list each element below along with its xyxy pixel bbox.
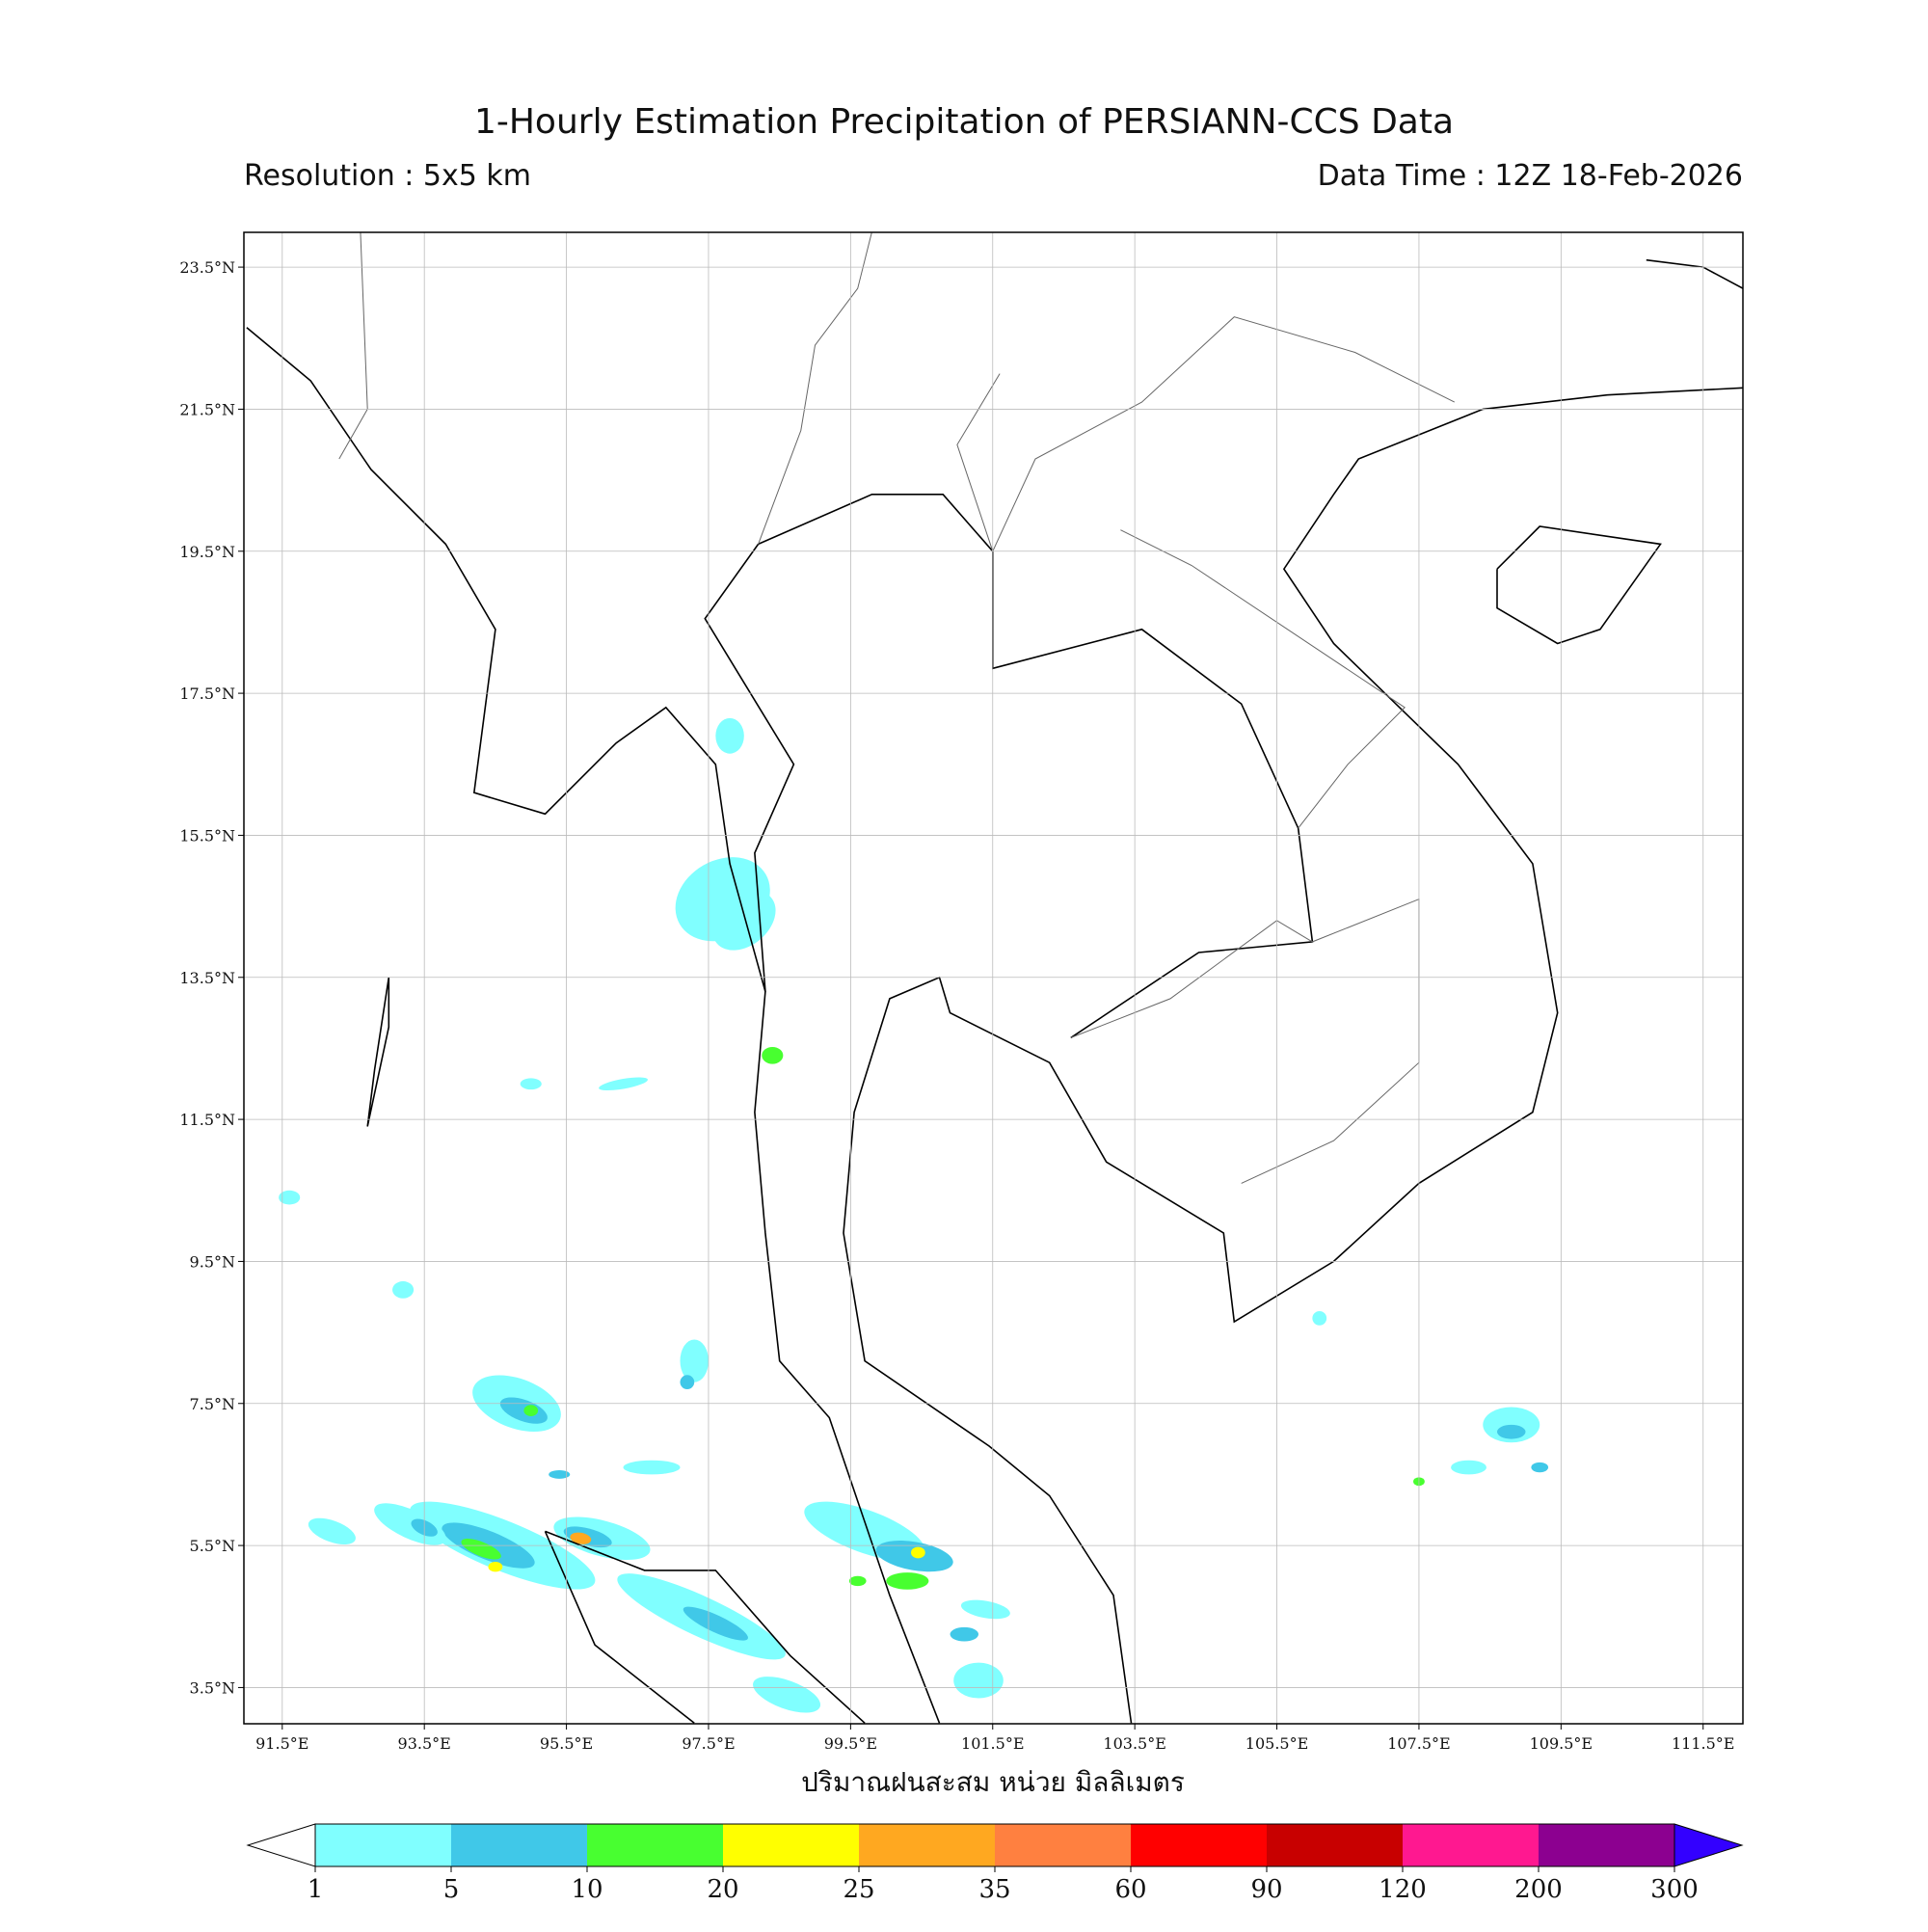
coastline (544, 1531, 695, 1724)
rain-area (680, 1339, 709, 1382)
colorbar-label: 1 (308, 1875, 324, 1904)
colorbar-box (1403, 1824, 1539, 1866)
rain-area (570, 1532, 592, 1544)
rain-area (279, 1190, 301, 1205)
x-tick-label: 109.5°E (1530, 1734, 1593, 1753)
border (1120, 529, 1406, 829)
x-tick-label: 95.5°E (540, 1734, 593, 1753)
rain-area (683, 1606, 748, 1641)
rain-area (1531, 1462, 1549, 1473)
colorbar-box (587, 1824, 723, 1866)
coastline (545, 1530, 866, 1724)
colorbar-box (859, 1824, 995, 1866)
colorbar-box (451, 1824, 587, 1866)
rain-area (680, 1375, 695, 1390)
rain-area (960, 1599, 1010, 1620)
map-content (246, 232, 1743, 1724)
rain-area (488, 1562, 503, 1572)
rain-area (1483, 1407, 1540, 1443)
border (956, 373, 1001, 551)
colorbar: 1 5 10 20 25 35 60 90 120 200 300 (246, 1823, 1744, 1904)
x-axis-label: ปริมาณฝนสะสม หน่วย มิลลิเมตร (801, 1766, 1185, 1798)
x-tick-label: 99.5°E (824, 1734, 877, 1753)
rain-area (1312, 1310, 1327, 1326)
map: 91.5°E 93.5°E 95.5°E 97.5°E 99.5°E 101.5°E 103… (179, 231, 1744, 1753)
coastline (843, 387, 1743, 1724)
x-tick-label: 105.5°E (1245, 1734, 1308, 1753)
y-tick-label: 15.5°N (179, 826, 235, 845)
x-tick-label: 103.5°E (1103, 1734, 1165, 1753)
coastline (366, 977, 390, 1127)
coastline (1496, 525, 1662, 645)
rain-area (911, 1546, 925, 1559)
rain-area (523, 1405, 539, 1417)
colorbar-label: 20 (707, 1875, 738, 1904)
colorbar-label: 25 (843, 1875, 874, 1904)
colorbar-label: 5 (443, 1875, 460, 1904)
x-tick-label: 93.5°E (398, 1734, 451, 1753)
rain-area (715, 717, 744, 754)
colorbar-box (1267, 1824, 1403, 1866)
rain-area (1451, 1460, 1486, 1475)
title: 1-Hourly Estimation Precipitation of PER… (474, 102, 1454, 142)
rain-area (599, 1077, 648, 1091)
y-tick-label: 3.5°N (190, 1678, 235, 1697)
colorbar-label: 10 (571, 1875, 602, 1904)
colorbar-label: 90 (1250, 1875, 1282, 1904)
colorbar-label: 60 (1114, 1875, 1146, 1904)
colorbar-label: 300 (1650, 1875, 1699, 1904)
y-tick-label: 5.5°N (190, 1537, 235, 1555)
rain-area (753, 1677, 821, 1713)
rain-area (712, 890, 776, 951)
y-tick-label: 21.5°N (179, 400, 235, 418)
y-tick-label: 19.5°N (179, 543, 235, 561)
y-tick-label: 7.5°N (190, 1395, 235, 1413)
y-tick-label: 17.5°N (179, 684, 235, 703)
colorbar-box (995, 1824, 1131, 1866)
rain-area (308, 1517, 356, 1544)
y-tick-label: 11.5°N (179, 1111, 235, 1129)
x-tick-label: 97.5°E (682, 1734, 735, 1753)
y-tick-label: 23.5°N (179, 258, 235, 277)
colorbar-box (1539, 1824, 1674, 1866)
rain-area (953, 1662, 1004, 1699)
border (992, 316, 1456, 552)
colorbar-box (315, 1824, 451, 1866)
rain-area (623, 1460, 681, 1475)
rain-area (549, 1470, 571, 1479)
border (758, 232, 872, 545)
colorbar-label: 200 (1514, 1875, 1563, 1904)
colorbar-box (1131, 1824, 1267, 1866)
colorbar-label: 35 (978, 1875, 1010, 1904)
y-tick-label: 9.5°N (190, 1252, 235, 1271)
colorbar-box (723, 1824, 859, 1866)
rain-area (762, 1046, 784, 1064)
border (1070, 898, 1420, 1184)
colorbar-label: 120 (1379, 1875, 1427, 1904)
coastline (246, 327, 941, 1724)
coastline (758, 493, 1314, 1039)
rain-area (848, 1575, 867, 1587)
rain-area (461, 1539, 501, 1560)
rain-area (392, 1281, 415, 1299)
rain-area (520, 1078, 542, 1090)
y-tick-label: 13.5°N (179, 969, 235, 987)
map-frame (243, 231, 1744, 1725)
x-tick-label: 111.5°E (1672, 1734, 1734, 1753)
subtitle-left: Resolution : 5x5 km (244, 159, 531, 193)
rain-area (950, 1626, 979, 1642)
x-tick-label: 91.5°E (255, 1734, 308, 1753)
coastline (704, 543, 795, 992)
x-tick-label: 101.5°E (961, 1734, 1024, 1753)
x-tick-label: 107.5°E (1387, 1734, 1450, 1753)
rain-area (1497, 1424, 1526, 1439)
subtitle-right: Data Time : 12Z 18-Feb-2026 (1318, 159, 1743, 193)
rain-area (886, 1572, 929, 1590)
